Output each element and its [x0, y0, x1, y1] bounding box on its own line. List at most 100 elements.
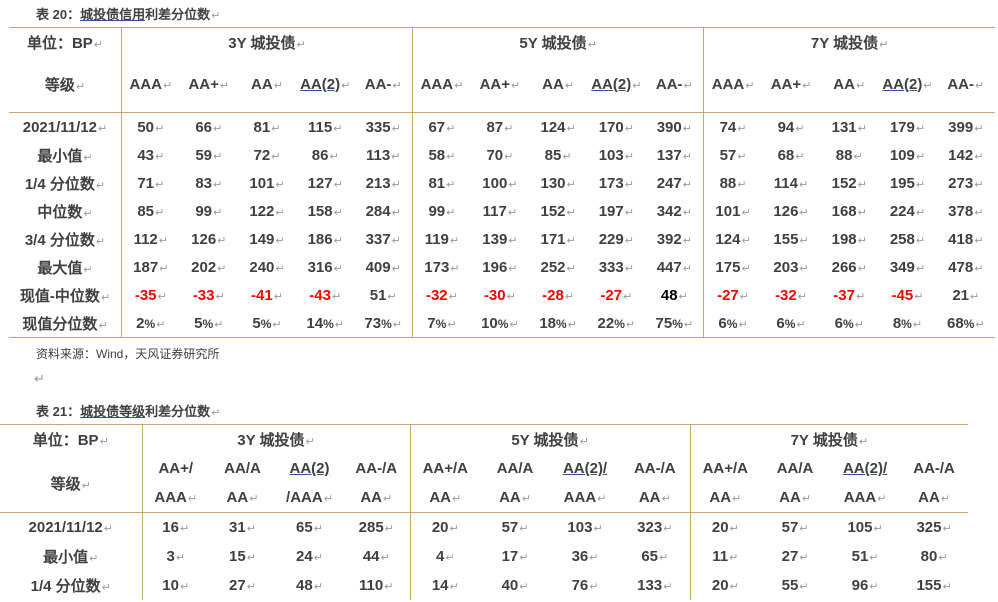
table-cell: 196↵: [482, 258, 518, 276]
table-cell: 325↵: [916, 519, 952, 536]
table-cell: 197↵: [598, 202, 634, 220]
table-cell: 70↵: [486, 146, 514, 164]
table-cell: -28↵: [542, 286, 575, 304]
caption-underlined: 城投债信用: [80, 7, 146, 22]
table-cell: 21↵: [952, 286, 980, 304]
col-header: AA↵: [918, 489, 951, 506]
table-cell: 22%↵: [597, 314, 636, 332]
table-cell: 17↵: [501, 548, 529, 565]
col-header: AA(2)↵: [300, 75, 351, 93]
col-header: AA↵: [542, 75, 575, 93]
table-cell: 142↵: [948, 146, 984, 164]
table-cell: 130↵: [540, 174, 576, 192]
table-row: 中位数↵ 85↵ 99↵ 122↵ 158↵ 284↵ 99↵ 117↵ 152↵ 197↵ 342…: [9, 197, 995, 225]
table-cell: 4↵: [436, 548, 455, 565]
col-header: AA+↵: [479, 75, 521, 93]
credit-spread-percentile-table: 单位：BP↵ 3Y 城投债↵ 5Y 城投债↵ 7Y 城投债↵ 等级↵ AAA↵ …: [9, 27, 995, 338]
table-cell: 158↵: [307, 202, 343, 220]
table-cell: 349↵: [889, 258, 926, 276]
table-cell: 24↵: [296, 548, 323, 565]
col-header: AA(2)/: [842, 460, 888, 477]
caption-rest: 利差分位数: [145, 404, 211, 419]
col-header: AAA↵: [129, 75, 173, 93]
table-cell: 195↵: [889, 174, 926, 192]
table-cell: 155↵: [773, 230, 809, 248]
table-cell: 10%↵: [481, 314, 519, 332]
table-cell: 202↵: [191, 258, 227, 276]
table-cell: -27↵: [600, 286, 633, 304]
col-header: AA↵: [429, 489, 462, 506]
table-cell: 213↵: [354, 169, 414, 197]
table-cell: 96↵: [851, 577, 879, 594]
table-cell: 266↵: [831, 258, 867, 276]
table-cell: 103↵: [598, 146, 634, 164]
table-cell: 447↵: [645, 253, 705, 281]
col-header: AA(2)↵: [882, 75, 933, 93]
table-cell: -33↵: [192, 286, 225, 304]
table-cell: 58↵: [428, 146, 456, 164]
table-cell: 173↵: [424, 258, 460, 276]
source-note: 资料来源：Wind，天风证券研究所: [36, 347, 220, 361]
table-cell: 247↵: [645, 169, 705, 197]
table-cell: -32↵: [775, 286, 807, 304]
table-cell: 100↵: [482, 174, 518, 192]
table-cell: 168↵: [831, 202, 867, 220]
col-header: AA(2)↵: [591, 75, 642, 93]
table-cell: 112↵: [133, 230, 168, 248]
table-cell: 114↵: [773, 174, 809, 192]
table-row: 最大值↵ 187↵ 202↵ 240↵ 316↵ 409↵ 173↵ 196↵ 252↵ 333↵…: [9, 253, 995, 281]
table-cell: 20↵: [711, 577, 739, 594]
row-label: 现值-中位数↵: [9, 281, 122, 309]
table-cell: 6%↵: [776, 314, 806, 332]
table-cell: 119↵: [424, 230, 460, 248]
row-label: 最小值↵: [9, 141, 122, 169]
row-label: 中位数↵: [9, 197, 122, 225]
col-header: AA(2): [289, 460, 330, 477]
col-header: AA-↵: [947, 75, 985, 93]
table-cell: 171↵: [540, 230, 576, 248]
table-cell: 57↵: [719, 146, 747, 164]
row-label: 最小值↵: [0, 542, 143, 571]
col-header: /AAA↵: [286, 489, 333, 506]
table-cell: 80↵: [920, 548, 948, 565]
grade-label: 等级↵: [0, 454, 143, 513]
table-cell: 3↵: [166, 548, 186, 565]
table-cell: 333↵: [598, 258, 634, 276]
col-header: AA↵: [779, 489, 811, 506]
table-cell: 127↵: [307, 174, 343, 192]
table-cell: 131↵: [831, 118, 867, 136]
table-cell: 390↵: [645, 112, 705, 141]
table-cell: 20↵: [711, 519, 739, 536]
table-cell: 68%↵: [946, 314, 985, 332]
table-cell: 67↵: [428, 118, 456, 136]
col-header: AAA↵: [711, 75, 755, 93]
table-cell: 20↵: [431, 519, 459, 536]
table-cell: 27↵: [781, 548, 809, 565]
table-cell: 229↵: [598, 230, 634, 248]
col-header: AAA↵: [154, 489, 198, 506]
table-cell: 115↵: [307, 118, 343, 136]
table-cell: 342↵: [645, 197, 705, 225]
table-cell: 418↵: [948, 230, 984, 248]
table-cell: 285↵: [343, 512, 411, 542]
table20-caption: 表 20：城投债信用利差分位数↵: [36, 4, 220, 23]
table-cell: 48↵: [296, 577, 323, 594]
table-cell: 113↵: [354, 141, 414, 169]
table-cell: 224↵: [889, 202, 926, 220]
table-cell: 258↵: [889, 230, 926, 248]
table-cell: 323↵: [620, 512, 691, 542]
table-cell: 2%↵: [136, 314, 166, 332]
table-cell: 478↵: [948, 258, 984, 276]
table-cell: 203↵: [773, 258, 809, 276]
return-mark-icon: ↵: [211, 407, 221, 419]
col-header: AA-/A: [620, 454, 691, 483]
table-cell: 74↵: [719, 118, 747, 136]
table-cell: 31↵: [229, 519, 256, 536]
group-header-5y: 5Y 城投债↵: [412, 27, 705, 56]
col-header: AA↵: [226, 489, 259, 506]
row-label: 3/4 分位数↵: [9, 225, 122, 253]
table-cell: 101↵: [715, 202, 751, 220]
table-cell: 51↵: [851, 548, 879, 565]
table-cell: 149↵: [249, 230, 285, 248]
table-row: 1/4 分位数↵ 10↵ 27↵ 48↵ 110↵ 14↵ 40↵ 76↵ 133↵ 20↵ 55↵…: [0, 571, 968, 600]
